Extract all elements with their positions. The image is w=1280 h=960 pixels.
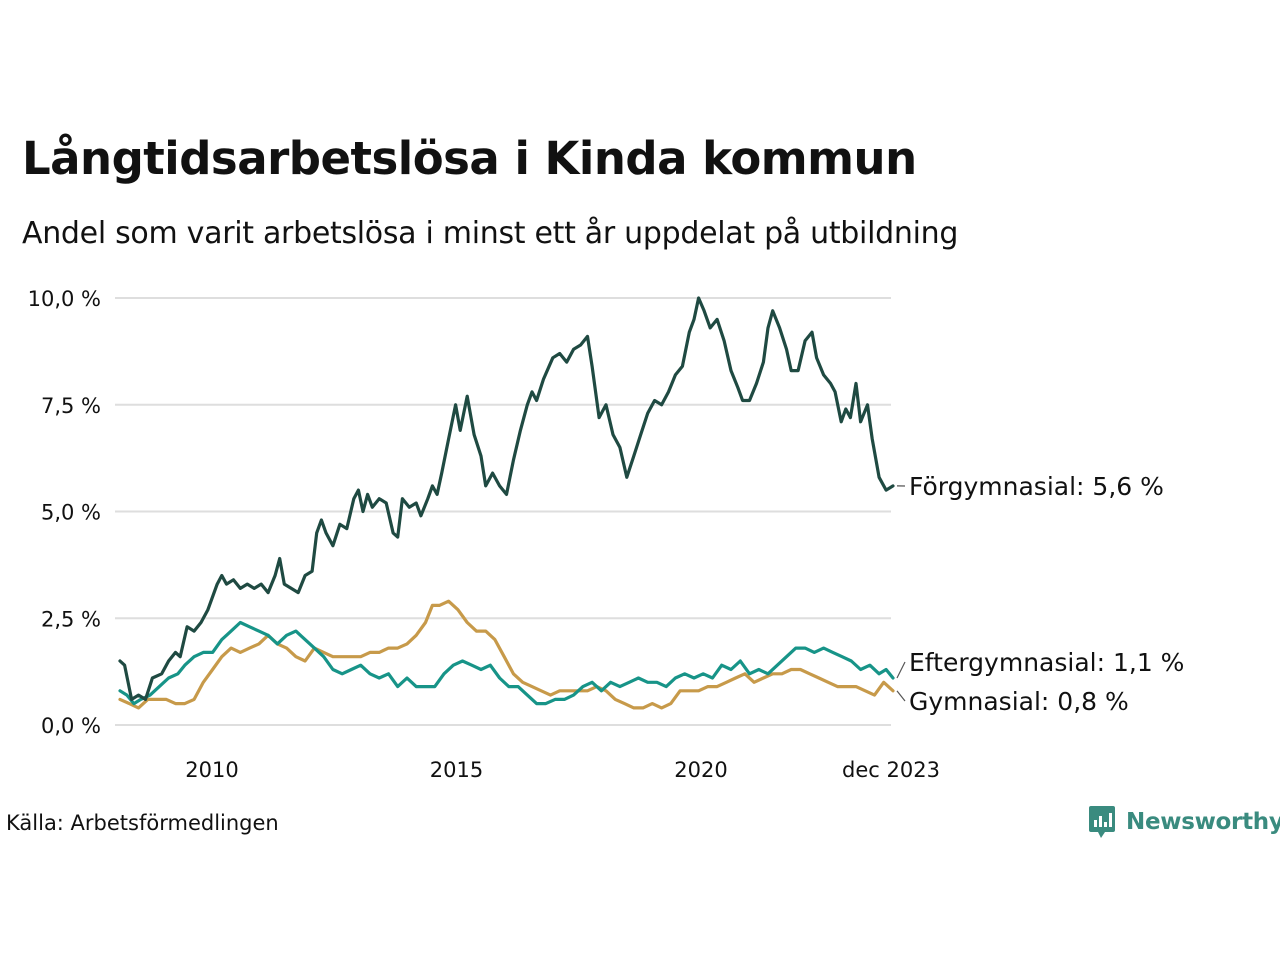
- series-end-label: Förgymnasial: 5,6 %: [909, 472, 1164, 501]
- chart-title: Långtidsarbetslösa i Kinda kommun: [22, 132, 917, 185]
- x-tick-label: 2010: [185, 758, 238, 782]
- label-leader-line: [896, 661, 906, 679]
- x-tick-label: 2015: [430, 758, 483, 782]
- brand-logo[interactable]: Newsworthy: [1088, 802, 1280, 842]
- x-tick-label: dec 2023: [842, 758, 940, 782]
- source-note: Källa: Arbetsförmedlingen: [6, 811, 279, 835]
- y-tick-label: 5,0 %: [41, 501, 101, 525]
- series-line-förgymnasial: [118, 296, 895, 701]
- chart-subtitle: Andel som varit arbetslösa i minst ett å…: [22, 216, 959, 251]
- y-tick-label: 7,5 %: [41, 394, 101, 418]
- gridlines: [115, 297, 891, 726]
- series-lines: [118, 296, 895, 710]
- series-line-gymnasial: [118, 599, 895, 710]
- end-labels: Gymnasial: 0,8 % Eftergymnasial: 1,1 % För…: [896, 472, 1184, 716]
- series-line-eftergymnasial: [118, 620, 895, 706]
- series-end-label: Eftergymnasial: 1,1 %: [909, 648, 1184, 677]
- y-tick-label: 2,5 %: [41, 607, 101, 631]
- series-end-label: Gymnasial: 0,8 %: [909, 687, 1129, 716]
- label-leader-line: [896, 690, 906, 702]
- x-axis-ticks: 2010 2015 2020 dec 2023: [185, 758, 940, 782]
- newsworthy-logo-icon: [1089, 806, 1115, 838]
- x-tick-label: 2020: [674, 758, 727, 782]
- y-axis-ticks: 0,0 % 2,5 % 5,0 % 7,5 % 10,0 %: [28, 287, 101, 738]
- brand-name: Newsworthy: [1126, 809, 1280, 835]
- y-tick-label: 10,0 %: [28, 287, 101, 311]
- y-tick-label: 0,0 %: [41, 714, 101, 738]
